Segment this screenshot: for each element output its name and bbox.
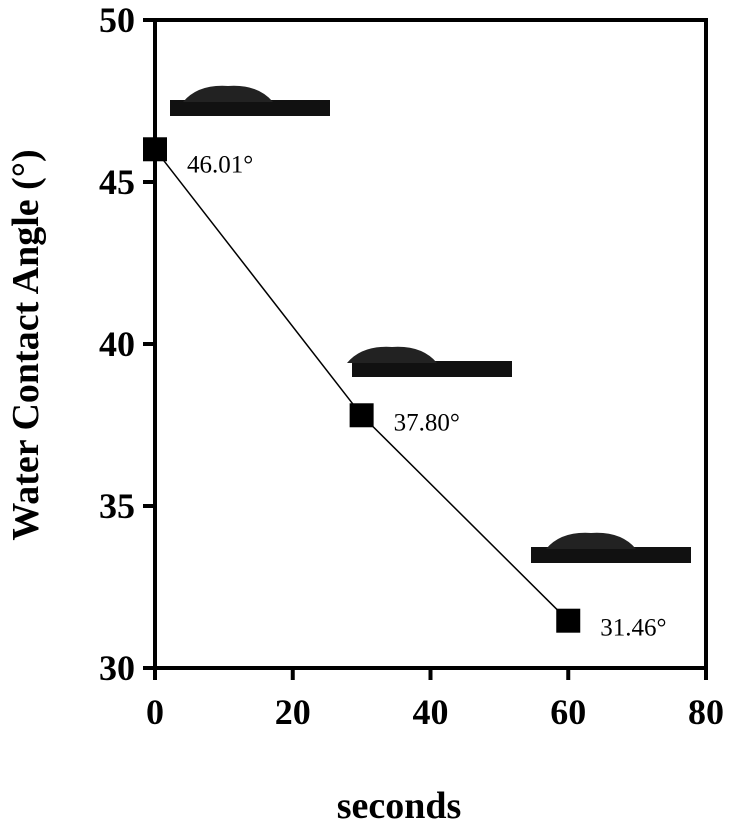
y-tick-label: 50: [99, 0, 135, 40]
water-droplet-image: [347, 346, 512, 377]
x-axis-title: seconds: [337, 785, 462, 827]
substrate: [170, 100, 330, 116]
data-point: [349, 403, 374, 428]
plot-frame: [153, 18, 708, 670]
data-label: 37.80°: [394, 409, 460, 436]
y-tick-label: 45: [99, 162, 135, 202]
y-tick-label: 40: [99, 324, 135, 364]
x-tick-label: 40: [413, 692, 449, 732]
data-point: [143, 137, 167, 162]
data-point: [556, 608, 581, 633]
x-tick-label: 80: [688, 692, 724, 732]
droplet: [546, 532, 636, 549]
droplet: [183, 85, 273, 102]
x-tick-label: 20: [275, 692, 311, 732]
x-tick-label: 60: [550, 692, 586, 732]
data-label: 46.01°: [187, 151, 253, 178]
substrate: [531, 547, 691, 563]
y-tick-label: 35: [99, 486, 135, 526]
y-tick-label: 30: [99, 648, 135, 688]
y-axis-title: Water Contact Angle (°): [5, 149, 47, 540]
x-tick-label: 0: [146, 692, 164, 732]
water-droplet-image: [531, 532, 691, 563]
droplet: [347, 346, 437, 363]
series-line: [154, 148, 569, 622]
water-droplet-image: [170, 85, 330, 116]
data-label: 31.46°: [600, 615, 666, 642]
substrate: [352, 361, 512, 377]
